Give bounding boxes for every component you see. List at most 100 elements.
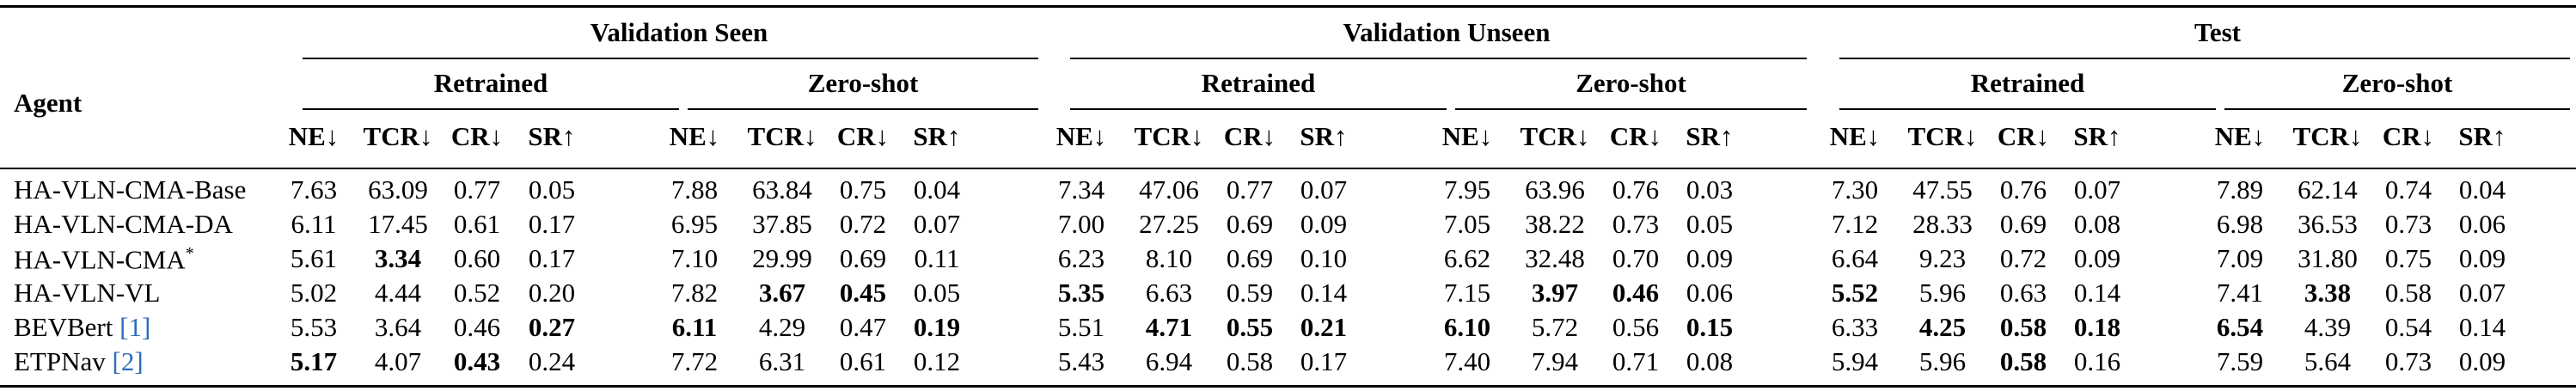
metric-header: TCR↓ [1907, 121, 1978, 151]
table-cell: 0.05 [1686, 209, 1734, 239]
table-cell: 0.04 [913, 174, 961, 205]
group-underline [1070, 58, 1807, 59]
table-cell: 7.72 [670, 346, 719, 376]
table-cell: 6.62 [1443, 243, 1491, 273]
table-cell: 28.33 [1912, 209, 1973, 239]
table-cell: 0.46 [453, 312, 501, 342]
table-cell: 0.16 [2073, 346, 2121, 376]
table-cell: 0.14 [2458, 312, 2506, 342]
table-cell: 6.94 [1145, 346, 1193, 376]
table-cell: 0.76 [1612, 174, 1660, 205]
table-cell: 7.82 [670, 278, 719, 308]
table-cell: 6.10 [1443, 312, 1491, 342]
table-cell: 0.08 [2073, 209, 2121, 239]
table-cell: 7.59 [2216, 346, 2264, 376]
table-cell: 3.67 [758, 278, 806, 308]
table-cell: 6.11 [291, 209, 337, 239]
table-cell: 0.60 [453, 243, 501, 273]
table-cell: 0.74 [2384, 174, 2432, 205]
agent-name-text: HA-VLN-CMA-Base [14, 174, 247, 205]
table-cell: 47.06 [1139, 174, 1199, 205]
metric-header: SR↑ [1300, 121, 1348, 151]
group-underline [303, 58, 1038, 59]
subgroup-underline [2224, 108, 2570, 110]
table-cell: 5.96 [1918, 278, 1967, 308]
metric-header: TCR↓ [1134, 121, 1204, 151]
citation-link[interactable]: [1] [119, 312, 151, 342]
table-cell: 5.96 [1918, 346, 1967, 376]
citation-link[interactable]: [2] [112, 346, 144, 376]
subgroup-header: Retrained [433, 68, 548, 98]
table-cell: 0.73 [2384, 209, 2432, 239]
table-cell: 0.69 [1226, 243, 1274, 273]
table-cell: 0.61 [839, 346, 887, 376]
table-cell: 6.54 [2216, 312, 2264, 342]
table-cell: 29.99 [752, 243, 812, 273]
agent-name-text: HA-VLN-CMA-DA [14, 209, 233, 239]
table-cell: 63.09 [368, 174, 428, 205]
subgroup-underline [1839, 108, 2216, 110]
table-cell: 0.73 [1612, 209, 1660, 239]
table-cell: 0.70 [1612, 243, 1660, 273]
table-cell: 5.52 [1831, 278, 1879, 308]
metric-header: CR↓ [1223, 121, 1276, 151]
table-cell: 0.20 [528, 278, 576, 308]
group-header: Validation Unseen [1343, 17, 1551, 47]
table-cell: 0.06 [2458, 209, 2506, 239]
table-cell: 63.84 [752, 174, 812, 205]
table-cell: 4.39 [2304, 312, 2352, 342]
table-cell: 36.53 [2298, 209, 2358, 239]
table-cell: 0.72 [1999, 243, 2047, 273]
table-cell: 32.48 [1525, 243, 1585, 273]
metric-header: SR↑ [528, 121, 576, 151]
metric-header: SR↑ [2073, 121, 2121, 151]
subgroup-underline [303, 108, 679, 110]
table-cell: 0.07 [1300, 174, 1348, 205]
table-cell: 0.54 [2384, 312, 2432, 342]
table-cell: 0.05 [528, 174, 576, 205]
metric-header: NE↓ [1829, 121, 1881, 151]
subgroup-header: Retrained [1970, 68, 2085, 98]
table-cell: 0.46 [1612, 278, 1660, 308]
table-cell: 0.69 [1999, 209, 2047, 239]
table-cell: 0.24 [528, 346, 576, 376]
group-underline [1839, 58, 2570, 59]
metric-header: CR↓ [836, 121, 890, 151]
table-cell: 0.43 [453, 346, 501, 376]
table-cell: 7.12 [1831, 209, 1879, 239]
table-cell: 0.08 [1686, 346, 1734, 376]
table-cell: 0.45 [839, 278, 887, 308]
table-cell: 0.14 [2073, 278, 2121, 308]
table-cell: 0.10 [1300, 243, 1348, 273]
table-cell: 7.00 [1057, 209, 1105, 239]
table-cell: 0.59 [1226, 278, 1274, 308]
subgroup-header: Zero-shot [1576, 68, 1686, 98]
table-cell: 5.64 [2304, 346, 2352, 376]
table-cell: 0.14 [1300, 278, 1348, 308]
table-cell: 62.14 [2298, 174, 2358, 205]
table-cell: 0.47 [839, 312, 887, 342]
bottom-rule [0, 385, 2576, 388]
table-cell: 6.95 [670, 209, 719, 239]
table-cell: 0.52 [453, 278, 501, 308]
table-cell: 0.11 [914, 243, 960, 273]
table-cell: 3.64 [374, 312, 422, 342]
table-cell: 0.09 [1686, 243, 1734, 273]
table-cell: 7.94 [1531, 346, 1579, 376]
table-cell: 7.05 [1443, 209, 1491, 239]
table-cell: 0.58 [2384, 278, 2432, 308]
agent-name: BEVBert [1] [14, 314, 150, 340]
agent-superscript: * [185, 244, 194, 263]
table-cell: 0.27 [528, 312, 576, 342]
group-header: Test [2194, 17, 2241, 47]
metric-header: TCR↓ [363, 121, 433, 151]
metric-header: NE↓ [1055, 121, 1107, 151]
metric-header: TCR↓ [747, 121, 817, 151]
table-cell: 6.23 [1057, 243, 1105, 273]
agent-header: Agent [14, 88, 83, 118]
table-cell: 0.18 [2073, 312, 2121, 342]
metric-header: CR↓ [2382, 121, 2435, 151]
table-cell: 0.17 [1300, 346, 1348, 376]
table-cell: 7.40 [1443, 346, 1491, 376]
table-cell: 0.72 [839, 209, 887, 239]
